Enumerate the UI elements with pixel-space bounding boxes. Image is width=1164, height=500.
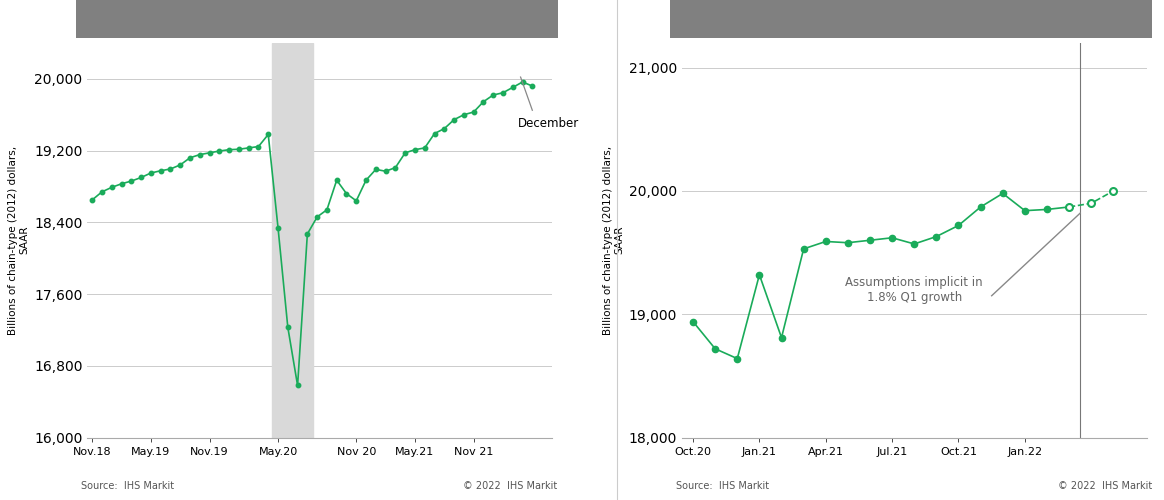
Text: F: F — [1085, 26, 1092, 39]
Text: December: December — [518, 116, 579, 130]
Text: © 2022  IHS Markit: © 2022 IHS Markit — [463, 481, 558, 491]
Text: H: H — [1066, 26, 1076, 39]
Text: © 2022  IHS Markit: © 2022 IHS Markit — [1058, 481, 1152, 491]
Bar — [272, 43, 313, 438]
Text: Recent historical data: Recent historical data — [81, 12, 254, 26]
Y-axis label: Billions of chain-type (2012) dollars,
SAAR: Billions of chain-type (2012) dollars, S… — [8, 146, 30, 335]
Text: Forecast assumptions: Forecast assumptions — [676, 12, 847, 26]
Text: Assumptions implicit in
1.8% Q1 growth: Assumptions implicit in 1.8% Q1 growth — [845, 276, 984, 304]
Y-axis label: Billions of chain-type (2012) dollars,
SAAR: Billions of chain-type (2012) dollars, S… — [603, 146, 625, 335]
Text: Source:  IHS Markit: Source: IHS Markit — [676, 481, 769, 491]
Text: Source:  IHS Markit: Source: IHS Markit — [81, 481, 175, 491]
